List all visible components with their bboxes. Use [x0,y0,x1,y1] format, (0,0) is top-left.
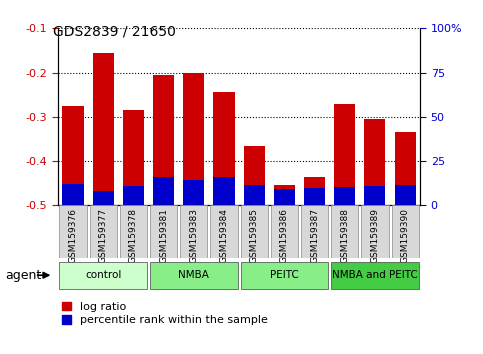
Bar [62,184,84,205]
FancyBboxPatch shape [331,205,358,258]
Bar [243,145,265,205]
Legend: log ratio, percentile rank within the sample: log ratio, percentile rank within the sa… [58,297,272,330]
Text: GSM159383: GSM159383 [189,208,199,263]
FancyBboxPatch shape [271,205,298,258]
FancyBboxPatch shape [331,262,419,289]
FancyBboxPatch shape [59,262,147,289]
FancyBboxPatch shape [301,205,328,258]
Bar [62,106,84,205]
Text: GSM159385: GSM159385 [250,208,259,263]
FancyBboxPatch shape [361,205,388,258]
Bar [364,186,385,205]
Text: control: control [85,270,121,280]
Bar [304,177,325,205]
Text: GSM159386: GSM159386 [280,208,289,263]
FancyBboxPatch shape [150,262,238,289]
Bar [93,53,114,205]
Text: agent: agent [5,269,41,282]
Bar [304,188,325,205]
FancyBboxPatch shape [211,205,238,258]
FancyBboxPatch shape [392,205,419,258]
Bar [153,75,174,205]
Text: GSM159388: GSM159388 [340,208,349,263]
Bar [123,110,144,205]
Bar [274,189,295,205]
FancyBboxPatch shape [59,205,86,258]
Text: GSM159387: GSM159387 [310,208,319,263]
FancyBboxPatch shape [90,205,117,258]
Text: GSM159376: GSM159376 [69,208,78,263]
Text: GDS2839 / 21650: GDS2839 / 21650 [53,25,176,39]
Bar [243,185,265,205]
Bar [334,187,355,205]
Text: GSM159390: GSM159390 [400,208,410,263]
FancyBboxPatch shape [120,205,147,258]
FancyBboxPatch shape [241,205,268,258]
Bar [213,177,235,205]
Text: PEITC: PEITC [270,270,299,280]
Text: NMBA and PEITC: NMBA and PEITC [332,270,418,280]
Bar [93,191,114,205]
Bar [364,119,385,205]
Bar [213,92,235,205]
Text: GSM159378: GSM159378 [129,208,138,263]
FancyBboxPatch shape [180,205,207,258]
Text: NMBA: NMBA [178,270,209,280]
Text: GSM159389: GSM159389 [370,208,380,263]
FancyBboxPatch shape [150,205,177,258]
FancyBboxPatch shape [241,262,328,289]
Bar [395,132,416,205]
Bar [153,177,174,205]
Bar [334,104,355,205]
Text: GSM159377: GSM159377 [99,208,108,263]
Bar [395,185,416,205]
Text: GSM159381: GSM159381 [159,208,168,263]
Bar [183,180,204,205]
Bar [123,186,144,205]
Text: GSM159384: GSM159384 [219,208,228,263]
Bar [183,73,204,205]
Bar [274,185,295,205]
